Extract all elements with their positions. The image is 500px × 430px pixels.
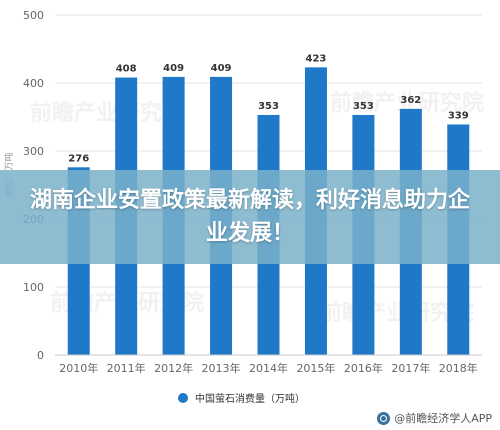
x-tick-label: 2014年 [249,361,288,375]
y-tick-label: 0 [37,349,44,362]
x-axis-ticks: 2010年 2011年 2012年 2013年 2014年 2015年 2016年 2017年… [59,361,478,375]
source-credit: @前瞻经济学人APP [377,410,492,426]
x-tick-label: 2010年 [59,361,98,375]
y-tick-label: 100 [23,281,44,294]
watermark-text: 前瞻产业研究院 [30,100,184,126]
y-tick-label: 300 [23,145,44,158]
data-label: 408 [116,64,137,75]
source-text: @前瞻经济学人APP [394,412,492,425]
legend-marker [178,393,188,403]
x-tick-label: 2012年 [154,361,193,375]
data-label: 423 [306,53,327,64]
legend[interactable]: 中国萤石消费量（万吨） [178,392,305,405]
data-label: 339 [448,110,469,121]
x-tick-label: 2018年 [439,361,478,375]
legend-label: 中国萤石消费量（万吨） [195,392,305,405]
data-label: 362 [400,95,421,106]
x-tick-label: 2017年 [391,361,430,375]
x-tick-label: 2013年 [202,361,241,375]
brand-logo-icon [377,411,391,425]
data-labels: 276 408 409 409 353 423 353 362 339 [68,53,468,164]
x-tick-label: 2015年 [296,361,335,375]
data-label: 353 [258,101,279,112]
data-label: 353 [353,101,374,112]
x-tick-label: 2011年 [107,361,146,375]
data-label: 409 [163,63,184,74]
y-tick-label: 500 [23,9,44,22]
data-label: 409 [211,63,232,74]
y-tick-label: 400 [23,77,44,90]
promo-banner[interactable]: 湖南企业安置政策最新解读，利好消息助力企业发展！ [0,170,500,264]
banner-title: 湖南企业安置政策最新解读，利好消息助力企业发展！ [30,188,471,246]
x-tick-label: 2016年 [344,361,383,375]
data-label: 276 [68,153,89,164]
